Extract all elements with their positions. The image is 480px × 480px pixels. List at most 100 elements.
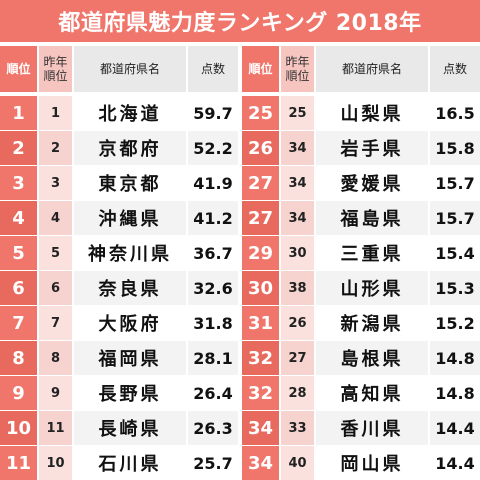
table-row: 29 30 三重県 15.4: [242, 236, 480, 270]
score-header: 点数: [430, 46, 480, 92]
prefecture-name-cell: 香川県: [316, 411, 428, 445]
rank-cell: 7: [0, 306, 37, 340]
score-cell: 31.8: [188, 306, 238, 340]
prefecture-name-cell: 奈良県: [74, 271, 186, 305]
rank-cell: 5: [0, 236, 37, 270]
prefecture-header: 都道府県名: [74, 46, 186, 92]
prev-rank-cell: 4: [39, 201, 72, 235]
prefecture-name-cell: 神奈川県: [74, 236, 186, 270]
prev-rank-cell: 26: [281, 306, 314, 340]
score-cell: 41.9: [188, 166, 238, 200]
prefecture-name-cell: 東京都: [74, 166, 186, 200]
rank-cell: 25: [242, 96, 279, 130]
prev-rank-cell: 33: [281, 411, 314, 445]
rank-cell: 4: [0, 201, 37, 235]
prefecture-header: 都道府県名: [316, 46, 428, 92]
rank-cell: 30: [242, 271, 279, 305]
score-cell: 15.8: [430, 131, 480, 165]
score-cell: 15.3: [430, 271, 480, 305]
score-cell: 15.7: [430, 166, 480, 200]
prefecture-name-cell: 高知県: [316, 376, 428, 410]
score-cell: 14.4: [430, 411, 480, 445]
score-cell: 15.2: [430, 306, 480, 340]
table-row: 32 27 島根県 14.8: [242, 341, 480, 375]
table-header: 順位 昨年 順位 都道府県名 点数: [242, 46, 480, 92]
prev-rank-cell: 11: [39, 411, 72, 445]
ranking-table-left: 順位 昨年 順位 都道府県名 点数 1 1 北海道 59.7 2 2 京都府 52.2 3 3 東京…: [0, 46, 238, 480]
prev-rank-cell: 6: [39, 271, 72, 305]
prefecture-name-cell: 沖縄県: [74, 201, 186, 235]
rank-cell: 10: [0, 411, 37, 445]
score-cell: 28.1: [188, 341, 238, 375]
table-row: 34 33 香川県 14.4: [242, 411, 480, 445]
prev-rank-cell: 34: [281, 201, 314, 235]
table-row: 31 26 新潟県 15.2: [242, 306, 480, 340]
prefecture-name-cell: 愛媛県: [316, 166, 428, 200]
ranking-table-right: 順位 昨年 順位 都道府県名 点数 25 25 山梨県 16.5 26 34 岩手県 15.8…: [242, 46, 480, 480]
rank-cell: 29: [242, 236, 279, 270]
score-cell: 16.5: [430, 96, 480, 130]
prefecture-name-cell: 北海道: [74, 96, 186, 130]
prev-rank-cell: 3: [39, 166, 72, 200]
prefecture-name-cell: 山梨県: [316, 96, 428, 130]
title-bar: 都道府県魅力度ランキング 2018年: [0, 0, 480, 42]
prefecture-name-cell: 三重県: [316, 236, 428, 270]
prev-rank-header: 昨年 順位: [281, 46, 314, 92]
rank-cell: 3: [0, 166, 37, 200]
table-row: 4 4 沖縄県 41.2: [0, 201, 238, 235]
table-row: 1 1 北海道 59.7: [0, 96, 238, 130]
rank-cell: 27: [242, 166, 279, 200]
prefecture-name-cell: 島根県: [316, 341, 428, 375]
rank-cell: 34: [242, 411, 279, 445]
page-title: 都道府県魅力度ランキング 2018年: [58, 11, 422, 36]
rank-cell: 11: [0, 446, 37, 480]
rank-cell: 32: [242, 376, 279, 410]
score-cell: 15.7: [430, 201, 480, 235]
prefecture-name-cell: 山形県: [316, 271, 428, 305]
prev-rank-cell: 8: [39, 341, 72, 375]
prev-rank-cell: 30: [281, 236, 314, 270]
table-row: 11 10 石川県 25.7: [0, 446, 238, 480]
prefecture-name-cell: 新潟県: [316, 306, 428, 340]
prev-rank-cell: 38: [281, 271, 314, 305]
prev-rank-cell: 5: [39, 236, 72, 270]
prefecture-name-cell: 岩手県: [316, 131, 428, 165]
table-row: 26 34 岩手県 15.8: [242, 131, 480, 165]
prefecture-name-cell: 長崎県: [74, 411, 186, 445]
prev-rank-cell: 2: [39, 131, 72, 165]
prefecture-name-cell: 福島県: [316, 201, 428, 235]
table-row: 27 34 愛媛県 15.7: [242, 166, 480, 200]
score-cell: 14.8: [430, 341, 480, 375]
prefecture-name-cell: 長野県: [74, 376, 186, 410]
table-row: 9 9 長野県 26.4: [0, 376, 238, 410]
prev-rank-cell: 28: [281, 376, 314, 410]
score-header: 点数: [188, 46, 238, 92]
prefecture-name-cell: 福岡県: [74, 341, 186, 375]
prev-rank-cell: 7: [39, 306, 72, 340]
prev-rank-header-label: 昨年 順位: [285, 55, 310, 83]
rank-cell: 26: [242, 131, 279, 165]
table-row: 34 40 岡山県 14.4: [242, 446, 480, 480]
prev-rank-cell: 40: [281, 446, 314, 480]
table-header: 順位 昨年 順位 都道府県名 点数: [0, 46, 238, 92]
score-cell: 14.8: [430, 376, 480, 410]
rank-cell: 6: [0, 271, 37, 305]
rank-cell: 31: [242, 306, 279, 340]
score-cell: 26.3: [188, 411, 238, 445]
prev-rank-cell: 10: [39, 446, 72, 480]
table-row: 2 2 京都府 52.2: [0, 131, 238, 165]
prev-rank-cell: 34: [281, 131, 314, 165]
prefecture-name-cell: 石川県: [74, 446, 186, 480]
table-row: 27 34 福島県 15.7: [242, 201, 480, 235]
table-row: 30 38 山形県 15.3: [242, 271, 480, 305]
score-cell: 41.2: [188, 201, 238, 235]
rank-cell: 9: [0, 376, 37, 410]
prev-rank-cell: 34: [281, 166, 314, 200]
prefecture-name-cell: 京都府: [74, 131, 186, 165]
table-row: 32 28 高知県 14.8: [242, 376, 480, 410]
score-cell: 15.4: [430, 236, 480, 270]
score-cell: 25.7: [188, 446, 238, 480]
prev-rank-header: 昨年 順位: [39, 46, 72, 92]
rank-cell: 34: [242, 446, 279, 480]
